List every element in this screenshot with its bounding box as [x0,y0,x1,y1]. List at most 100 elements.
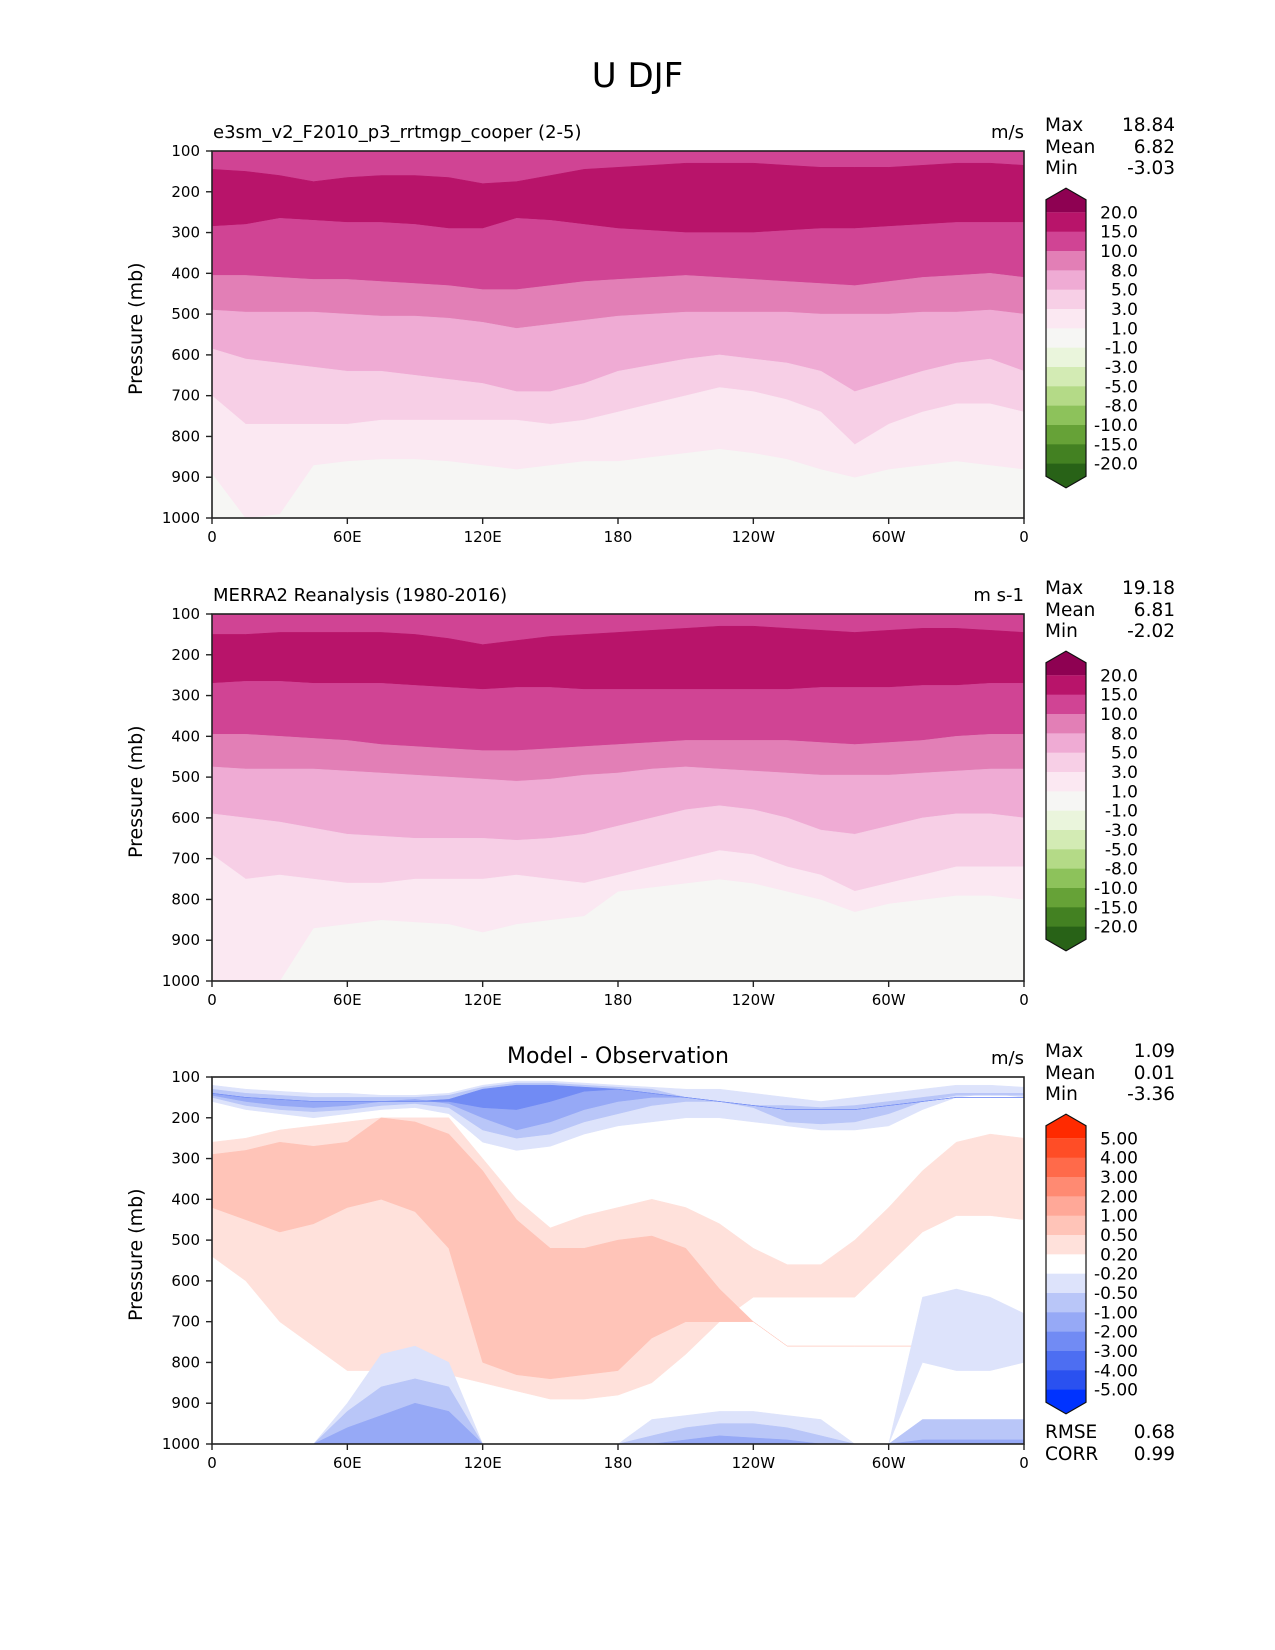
colorbar-tick-label: -1.0 [1105,802,1138,822]
colorbar-segment [1046,1138,1086,1159]
y-tick-label: 500 [171,1231,200,1249]
colorbar-tick-label: 8.0 [1111,261,1138,281]
y-tick-label: 200 [171,1109,200,1127]
colorbar-extend-max [1046,1114,1086,1139]
colorbar-segment [1046,791,1086,812]
y-tick-label: 900 [171,931,200,949]
colorbar-tick-label: -20.0 [1094,918,1138,938]
x-tick-label: 60E [333,991,362,1009]
contour-band [212,387,1024,518]
y-tick-label: 100 [171,142,200,160]
colorbar-outline [1045,1113,1087,1415]
colorbar-segment [1046,772,1086,792]
colorbar: 20.015.010.08.05.03.01.0-1.0-3.0-5.0-8.0… [1045,187,1138,489]
contour-field [212,614,1024,981]
x-tick-label: 120E [464,1454,502,1472]
x-tick-label: 0 [1019,991,1029,1009]
y-tick-label: 900 [171,1394,200,1412]
contour-plot-difference: 100 200 300 400 500 600 700 800 900 1000 0 60E 120E 1… [162,1068,1138,1472]
colorbar-segment [1046,347,1086,368]
colorbar-tick-label: 5.0 [1111,744,1138,764]
y-tick-label: 800 [171,890,200,908]
x-tick-label: 120W [732,528,776,546]
colorbar-tick-label: -5.00 [1094,1381,1138,1401]
colorbar-tick-label: -0.20 [1094,1265,1138,1285]
colorbar-segment [1046,309,1086,329]
panel-title-left: MERRA2 Reanalysis (1980-2016) [213,585,508,606]
colorbar-tick-label: -1.00 [1094,1303,1138,1323]
colorbar-segment [1046,752,1086,773]
y-tick-label: 200 [171,183,200,201]
colorbar-tick-label: 15.0 [1100,686,1138,706]
x-tick-label: 180 [604,991,633,1009]
stat-max: Max 19.18 [1045,578,1175,599]
colorbar-segment [1046,1235,1086,1255]
stat-max: Max 1.09 [1045,1041,1175,1062]
colorbar-tick-label: 3.0 [1111,763,1138,783]
contour-band [212,1084,1024,1110]
stat-corr: CORR 0.99 [1045,1443,1175,1465]
colorbar-tick-label: -3.0 [1105,821,1138,841]
contour-band [212,1402,1024,1444]
colorbar-tick-label: -4.00 [1094,1361,1138,1381]
y-tick-label: 600 [171,809,200,827]
stats-block: Max 18.84 Mean 6.82 Min -3.03 [1045,115,1175,180]
x-tick-label: 0 [1019,528,1029,546]
colorbar-tick-label: -3.00 [1094,1342,1138,1362]
panel-title-center: Model - Observation [507,1044,729,1069]
colorbar-tick-label: 5.00 [1100,1129,1138,1149]
stat-min: Min -3.36 [1045,1084,1175,1105]
colorbar-tick-label: -2.00 [1094,1323,1138,1343]
colorbar-tick-label: -10.0 [1094,416,1138,436]
colorbar-segment [1046,1331,1086,1352]
colorbar-segment [1046,386,1086,407]
colorbar-segment [1046,212,1086,233]
x-tick-label: 120W [732,991,776,1009]
colorbar-segment [1046,1254,1086,1275]
contour-plot-observation: 100 200 300 400 500 600 700 800 900 1000 0 60E 120E 1… [162,605,1138,1009]
colorbar-segment [1046,367,1086,387]
colorbar-segment [1046,425,1086,445]
colorbar-segment [1046,444,1086,465]
colorbar-segment [1046,1273,1086,1294]
colorbar-segment [1046,328,1086,349]
x-tick-label: 120W [732,1454,776,1472]
colorbar-segment [1046,907,1086,928]
colorbar-tick-label: 3.00 [1100,1168,1138,1188]
colorbar-segment [1046,1196,1086,1217]
y-tick-label: 800 [171,1353,200,1371]
colorbar-tick-label: 1.0 [1111,782,1138,802]
colorbar-tick-label: -8.0 [1105,860,1138,880]
y-tick-label: 300 [171,687,200,705]
colorbar-segment [1046,1351,1086,1371]
figure-title: U DJF [591,56,684,96]
colorbar-segment [1046,251,1086,271]
colorbar: 5.004.003.002.001.000.500.20-0.20-0.50-1… [1045,1113,1138,1415]
colorbar-segment [1046,888,1086,908]
x-tick-label: 60W [872,991,906,1009]
y-tick-label: 400 [171,727,200,745]
y-tick-label: 1000 [162,1435,200,1453]
contour-field [212,151,1024,518]
panel-units: m s-1 [973,585,1024,606]
colorbar-segment [1046,675,1086,696]
colorbar-tick-label: 10.0 [1100,242,1138,262]
colorbar-tick-label: -3.0 [1105,358,1138,378]
colorbar-segment [1046,270,1086,291]
colorbar-segment [1046,289,1086,310]
colorbar-segment [1046,849,1086,870]
y-tick-label: 600 [171,346,200,364]
colorbar-segment [1046,405,1086,426]
y-tick-label: 800 [171,427,200,445]
x-tick-label: 60W [872,1454,906,1472]
y-tick-label: 1000 [162,972,200,990]
contour-band [212,850,1024,981]
colorbar-tick-label: -15.0 [1094,898,1138,918]
colorbar-tick-label: 0.50 [1100,1226,1138,1246]
colorbar-tick-label: 2.00 [1100,1187,1138,1207]
y-tick-label: 900 [171,468,200,486]
colorbar-segment [1046,1157,1086,1178]
y-tick-label: 700 [171,387,200,405]
colorbar: 20.015.010.08.05.03.01.0-1.0-3.0-5.0-8.0… [1045,650,1138,952]
colorbar-segment [1046,1215,1086,1236]
